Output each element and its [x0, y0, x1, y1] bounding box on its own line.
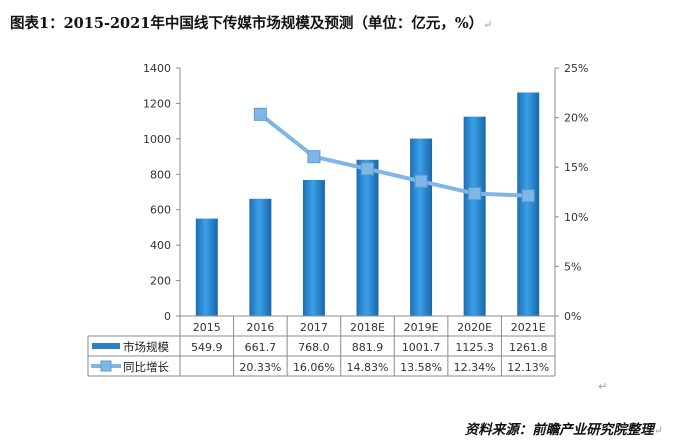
table-value-growth: 20.33%: [239, 361, 281, 374]
growth-point-2019E: [414, 174, 428, 188]
y-left-tick-label: 200: [150, 275, 171, 288]
x-tick-label: 2015: [193, 321, 221, 334]
legend-bar-label: 市场规模: [123, 340, 169, 354]
growth-point-2018E: [361, 162, 374, 176]
y-left-tick-label: 1000: [143, 133, 171, 146]
bar-2020E: [463, 116, 486, 317]
bar-2021E: [517, 92, 540, 316]
table-value-growth: 13.58%: [400, 361, 442, 374]
growth-point-2021E: [521, 189, 535, 203]
bar-2015: [195, 218, 218, 316]
legend-line-label: 同比增长: [123, 360, 169, 374]
source-note: 资料来源：前瞻产业研究院整理↵: [465, 418, 663, 438]
x-tick-label: 2017: [300, 321, 328, 334]
chart-title-text: 图表1：2015-2021年中国线下传媒市场规模及预测（单位：亿元，%）: [10, 15, 484, 32]
growth-point-2020E: [468, 187, 482, 201]
table-value-bar: 1001.7: [402, 341, 441, 354]
table-return-mark: ↵: [598, 380, 608, 393]
y-left-tick-label: 800: [150, 168, 171, 181]
y-right-tick-label: 20%: [564, 112, 588, 125]
y-left-tick-label: 400: [150, 239, 171, 252]
y-right-tick-label: 5%: [564, 260, 581, 273]
y-right-tick-label: 25%: [564, 62, 588, 75]
y-right-tick-label: 15%: [564, 161, 588, 174]
table-value-bar: 768.0: [298, 341, 330, 354]
y-left-tick-label: 600: [150, 204, 171, 217]
bar-2016: [249, 198, 272, 316]
table-value-growth: 12.34%: [454, 361, 496, 374]
x-tick-label: 2020E: [457, 321, 492, 334]
table-value-bar: 549.9: [191, 341, 223, 354]
bar-2017: [302, 179, 325, 316]
table-value-bar: 881.9: [352, 341, 384, 354]
table-value-growth: 12.13%: [507, 361, 549, 374]
x-tick-label: 2019E: [404, 321, 439, 334]
table-value-bar: 661.7: [245, 341, 277, 354]
legend-line-marker: [100, 360, 112, 372]
growth-point-2017: [307, 150, 321, 164]
growth-point-2016: [253, 107, 267, 121]
y-left-tick-label: 1400: [143, 62, 171, 75]
chart-title: 图表1：2015-2021年中国线下传媒市场规模及预测（单位：亿元，%）↵: [10, 12, 492, 33]
x-tick-label: 2021E: [511, 321, 546, 334]
legend-bar-swatch: [92, 343, 120, 349]
title-return-mark: ↵: [483, 18, 493, 31]
y-left-tick-label: 0: [164, 310, 171, 323]
table-value-bar: 1125.3: [455, 341, 494, 354]
table-value-growth: 16.06%: [293, 361, 335, 374]
table-value-bar: 1261.8: [509, 341, 548, 354]
y-left-tick-label: 1200: [143, 97, 171, 110]
source-text: 资料来源：前瞻产业研究院整理: [464, 422, 654, 438]
bar-2019E: [410, 138, 433, 316]
y-right-tick-label: 10%: [564, 211, 588, 224]
bar-2018E: [356, 159, 379, 316]
x-tick-label: 2016: [246, 321, 274, 334]
source-return-mark: ↵: [653, 424, 663, 437]
x-tick-label: 2018E: [350, 321, 385, 334]
y-right-tick-label: 0%: [564, 310, 581, 323]
table-value-growth: 14.83%: [347, 361, 389, 374]
growth-line: [259, 112, 529, 198]
